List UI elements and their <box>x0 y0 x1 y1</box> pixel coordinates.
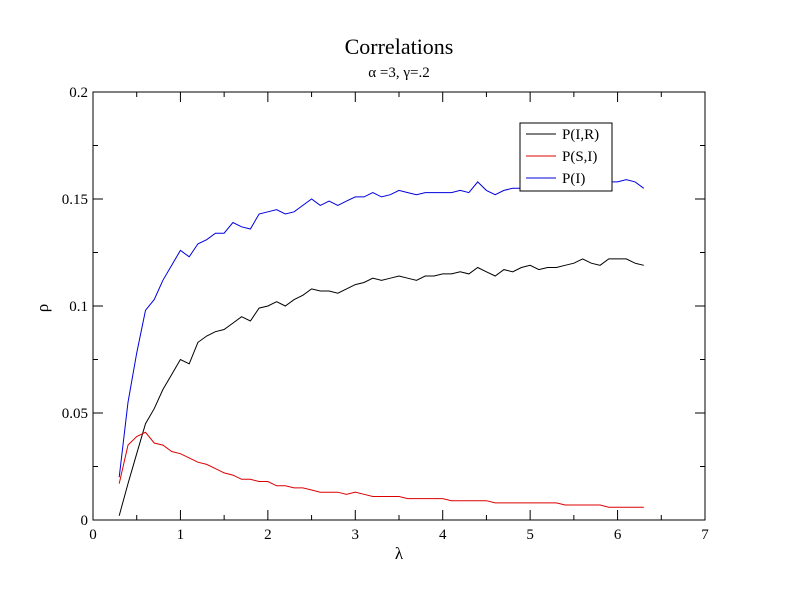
x-axis-label: λ <box>395 544 404 563</box>
chart-subtitle: α =3, γ=.2 <box>368 65 429 81</box>
legend-label: P(I,R) <box>562 127 599 143</box>
x-tick-labels: 0 1 2 3 4 5 6 7 <box>89 527 709 543</box>
x-tick-label: 5 <box>526 527 534 543</box>
y-tick-label: 0.15 <box>62 192 88 208</box>
legend-label: P(S,I) <box>562 149 597 165</box>
y-tick-labels: 0 0.05 0.1 0.15 0.2 <box>62 85 88 529</box>
series-line <box>118 179 645 478</box>
x-tick-label: 1 <box>177 527 185 543</box>
x-tick-label: 6 <box>614 527 622 543</box>
legend: P(I,R) P(S,I) P(I) <box>519 122 613 192</box>
series-line <box>118 258 644 516</box>
x-tick-label: 4 <box>439 527 447 543</box>
legend-label: P(I) <box>562 171 585 187</box>
y-axis-label: ρ <box>33 304 52 312</box>
y-tick-label: 0.1 <box>69 299 88 315</box>
series-line <box>118 431 644 508</box>
x-tick-label: 3 <box>352 527 360 543</box>
series-lines <box>118 179 645 516</box>
x-tick-label: 2 <box>264 527 272 543</box>
x-tick-label: 7 <box>701 527 709 543</box>
chart-title: Correlations <box>345 34 454 59</box>
y-tick-label: 0.2 <box>69 85 88 101</box>
axis-ticks <box>92 91 706 521</box>
y-tick-label: 0 <box>81 513 89 529</box>
y-tick-label: 0.05 <box>62 406 88 422</box>
x-tick-label: 0 <box>89 527 97 543</box>
